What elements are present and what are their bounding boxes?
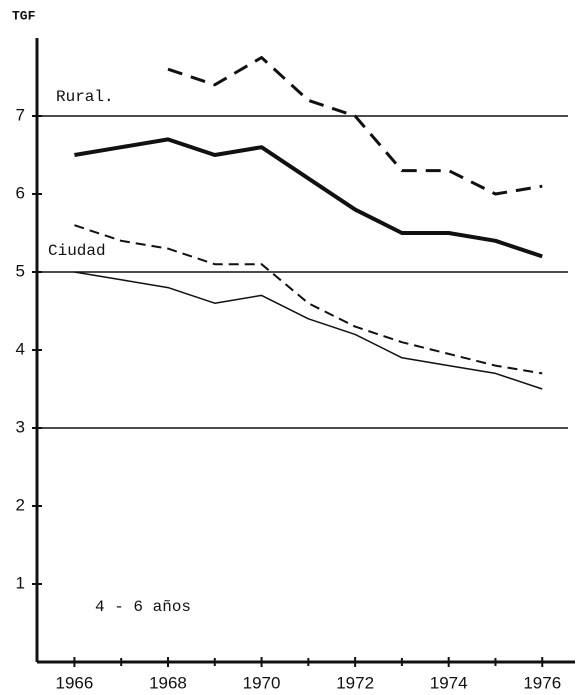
annotation: Rural. [56,88,114,106]
y-tick-label: 7 [16,105,25,124]
series-line [74,137,543,259]
annotation: Ciudad [48,242,106,260]
series-line [74,224,543,375]
y-axis-label: TGF [12,8,36,23]
x-tick-label: 1972 [336,673,374,692]
series-line [74,271,543,390]
y-tick-label: 4 [16,339,25,358]
x-tick-label: 1966 [56,673,94,692]
x-tick-label: 1968 [149,673,187,692]
y-tick-label: 1 [16,573,25,592]
x-tick-label: 1970 [243,673,281,692]
x-tick-label: 1974 [430,673,468,692]
x-tick-label: 1976 [523,673,561,692]
series-line [167,56,543,196]
y-tick-label: 6 [16,183,25,202]
y-tick-label: 3 [16,417,25,436]
y-tick-label: 5 [16,261,25,280]
annotation: 4 - 6 años [95,598,191,616]
y-tick-label: 2 [16,495,25,514]
